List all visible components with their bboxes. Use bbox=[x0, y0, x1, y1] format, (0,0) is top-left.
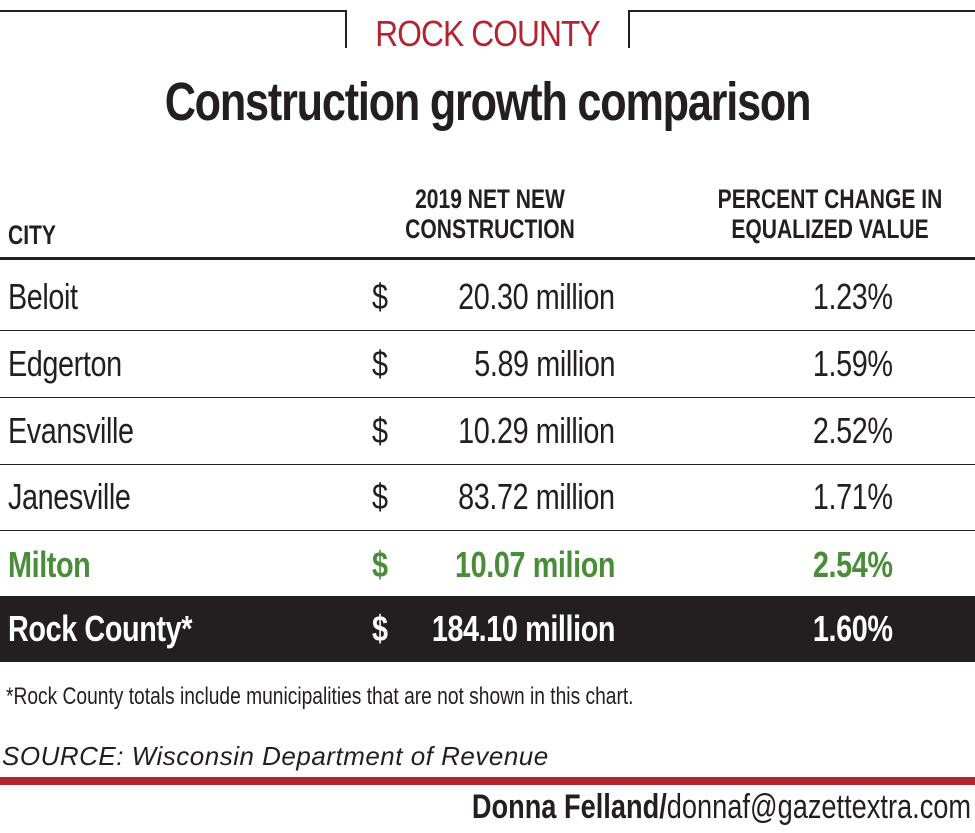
column-header-pct-line1: PERCENT CHANGE IN bbox=[717, 184, 943, 214]
kicker-tick-left bbox=[345, 10, 347, 48]
currency-cell: $ bbox=[372, 608, 388, 649]
city-cell: Janesville bbox=[8, 476, 131, 517]
percent-cell: 2.54% bbox=[813, 543, 893, 585]
credit-line: Donna Felland/donnaf@gazettextra.com bbox=[472, 787, 971, 827]
percent-cell: 1.23% bbox=[813, 276, 893, 317]
percent-cell: 1.59% bbox=[813, 343, 893, 384]
column-header-percent-change: PERCENT CHANGE IN EQUALIZED VALUE bbox=[713, 184, 947, 244]
table-row-total: Rock County* $ 184.10 million 1.60% bbox=[0, 596, 975, 662]
source-rule bbox=[0, 777, 975, 785]
amount-cell: 10.07 milion bbox=[454, 543, 615, 585]
table-row: Beloit $ 20.30 million 1.23% bbox=[0, 264, 975, 331]
column-header-net-line2: CONSTRUCTION bbox=[405, 214, 575, 244]
column-header-net-line1: 2019 NET NEW bbox=[415, 184, 565, 214]
kicker-rule-right bbox=[630, 10, 975, 12]
city-cell: Evansville bbox=[8, 410, 134, 451]
city-cell: Beloit bbox=[8, 276, 78, 317]
column-header-net-new-construction: 2019 NET NEW CONSTRUCTION bbox=[373, 184, 607, 244]
currency-cell: $ bbox=[372, 410, 388, 451]
kicker-label: ROCK COUNTY bbox=[375, 13, 600, 54]
amount-cell: 20.30 million bbox=[458, 276, 616, 317]
amount-cell: 10.29 million bbox=[458, 410, 616, 451]
city-cell: Rock County* bbox=[8, 608, 193, 649]
amount-cell: 5.89 million bbox=[474, 343, 615, 384]
city-cell: Edgerton bbox=[8, 343, 122, 384]
percent-cell: 1.60% bbox=[813, 608, 893, 649]
credit-name: Donna Felland/ bbox=[471, 788, 667, 826]
percent-cell: 2.52% bbox=[813, 410, 893, 451]
kicker-rule-left bbox=[0, 10, 345, 12]
source-line: SOURCE: Wisconsin Department of Revenue bbox=[2, 741, 549, 771]
footnote: *Rock County totals include municipaliti… bbox=[6, 683, 634, 710]
currency-cell: $ bbox=[372, 543, 388, 585]
header-rule bbox=[0, 257, 975, 260]
column-header-city: CITY bbox=[8, 220, 56, 250]
table-row: Evansville $ 10.29 million 2.52% bbox=[0, 398, 975, 465]
amount-cell: 184.10 million bbox=[431, 608, 616, 649]
city-cell: Milton bbox=[8, 543, 91, 585]
table-row: Edgerton $ 5.89 million 1.59% bbox=[0, 331, 975, 398]
credit-email: donnaf@gazettextra.com bbox=[666, 788, 971, 826]
table-row-highlighted: Milton $ 10.07 milion 2.54% bbox=[0, 531, 975, 598]
column-header-pct-line2: EQUALIZED VALUE bbox=[731, 214, 929, 244]
currency-cell: $ bbox=[372, 343, 388, 384]
amount-cell: 83.72 million bbox=[458, 476, 616, 517]
kicker-tick-right bbox=[628, 10, 630, 48]
chart-title: Construction growth comparison bbox=[164, 72, 812, 132]
kicker-frame: ROCK COUNTY bbox=[0, 0, 975, 56]
currency-cell: $ bbox=[372, 276, 388, 317]
table-row: Janesville $ 83.72 million 1.71% bbox=[0, 464, 975, 531]
percent-cell: 1.71% bbox=[813, 476, 893, 517]
currency-cell: $ bbox=[372, 476, 388, 517]
